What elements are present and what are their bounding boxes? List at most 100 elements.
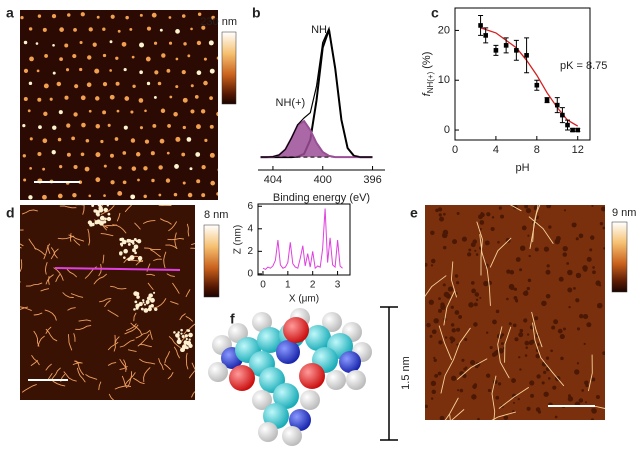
pit	[546, 356, 549, 359]
pit	[451, 376, 456, 381]
colorbar-label: 8 nm	[204, 209, 228, 221]
dot	[216, 192, 220, 196]
pit	[527, 333, 529, 335]
dot	[86, 139, 90, 143]
dot	[103, 194, 106, 197]
pit	[456, 328, 460, 332]
dot	[124, 68, 127, 71]
dot	[58, 138, 62, 142]
point	[570, 128, 575, 133]
pit	[516, 257, 521, 262]
dot	[67, 153, 71, 157]
dot	[175, 29, 180, 34]
dot	[53, 72, 56, 75]
pit	[560, 334, 565, 339]
dot	[209, 96, 213, 100]
pit	[576, 237, 579, 240]
dot	[144, 110, 147, 113]
pit	[590, 235, 594, 239]
pit	[443, 246, 447, 250]
dot	[218, 168, 222, 172]
pit	[568, 306, 570, 308]
dot	[130, 110, 133, 113]
pit	[584, 343, 586, 345]
pit	[451, 323, 455, 327]
x-tick-label: 4	[493, 144, 499, 156]
pit	[548, 377, 551, 380]
pit	[481, 212, 483, 214]
pit	[555, 416, 558, 419]
dot	[24, 69, 28, 73]
dot	[160, 139, 165, 144]
cluster	[119, 252, 122, 255]
point	[560, 113, 565, 118]
dot	[143, 166, 147, 170]
cluster	[122, 240, 127, 245]
cluster	[100, 216, 105, 221]
pit	[566, 262, 569, 265]
dot	[191, 84, 194, 87]
dot	[64, 96, 68, 100]
dot	[59, 110, 63, 114]
cluster	[123, 256, 126, 259]
pit	[577, 362, 579, 364]
y-tick-label: 6	[247, 201, 253, 212]
dot	[196, 124, 201, 129]
dot	[182, 70, 186, 74]
dot	[52, 14, 56, 18]
cluster	[186, 329, 188, 331]
dot	[117, 191, 122, 196]
pit	[439, 217, 444, 222]
dot	[58, 194, 63, 199]
dot	[52, 150, 56, 154]
dot	[103, 54, 106, 57]
dot	[188, 193, 193, 198]
cluster	[177, 339, 182, 344]
dot	[145, 140, 149, 144]
dot	[154, 96, 157, 99]
dot	[20, 16, 23, 19]
pit	[444, 292, 450, 298]
x-tick-label: 2	[310, 280, 316, 291]
pit	[438, 297, 441, 300]
dot	[110, 40, 113, 43]
dot	[140, 14, 143, 17]
pit	[585, 401, 587, 403]
x-tick-label: 0	[452, 144, 458, 156]
pit	[425, 405, 428, 408]
pit	[431, 264, 433, 266]
x-tick-label: 12	[572, 144, 584, 156]
cluster	[188, 333, 193, 338]
cluster	[182, 335, 185, 338]
colorbar	[612, 222, 627, 292]
pit	[442, 233, 448, 239]
dot	[72, 54, 76, 58]
dot	[160, 29, 163, 32]
cluster	[150, 304, 154, 308]
pit	[518, 398, 520, 400]
dot	[85, 167, 90, 172]
pit	[518, 332, 523, 337]
pit	[589, 248, 592, 251]
fiber	[11, 242, 21, 248]
pit	[462, 237, 467, 242]
dot	[210, 181, 215, 186]
plot-frame	[258, 204, 350, 275]
dot	[42, 195, 47, 200]
dot	[79, 68, 82, 71]
pit	[490, 346, 493, 349]
colorbar-label: 230 nm	[200, 16, 237, 28]
pit	[575, 298, 579, 302]
dot	[187, 54, 190, 57]
pit	[529, 340, 534, 345]
dot	[151, 151, 155, 155]
cluster	[154, 308, 157, 311]
dot	[169, 16, 172, 19]
cluster	[107, 217, 111, 221]
dot	[122, 42, 127, 47]
pit	[472, 385, 476, 389]
pit	[433, 357, 435, 359]
dot	[132, 85, 135, 88]
afm-image	[20, 10, 218, 200]
dot	[152, 124, 156, 128]
